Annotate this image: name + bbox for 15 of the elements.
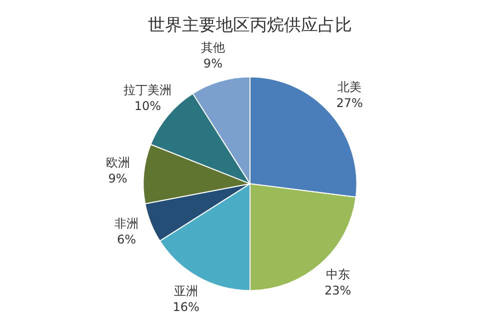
slice-label: 中东: [326, 267, 350, 282]
chart-title: 世界主要地区丙烷供应占比: [148, 16, 352, 36]
data-label: 9%: [203, 56, 222, 70]
data-label: 10%: [134, 99, 162, 114]
data-label: 9%: [108, 171, 128, 186]
slice-label: 拉丁美洲: [124, 83, 172, 98]
data-label: 6%: [117, 232, 136, 247]
data-label: 16%: [172, 300, 200, 314]
slice-label: 欧洲: [106, 155, 130, 170]
data-label: 27%: [336, 96, 363, 110]
slice-label: 非洲: [114, 216, 139, 231]
slice-label: 北美: [338, 80, 362, 94]
data-label: 23%: [324, 283, 352, 298]
slice-label: 其他: [200, 40, 225, 54]
slice-label: 亚洲: [174, 284, 198, 298]
